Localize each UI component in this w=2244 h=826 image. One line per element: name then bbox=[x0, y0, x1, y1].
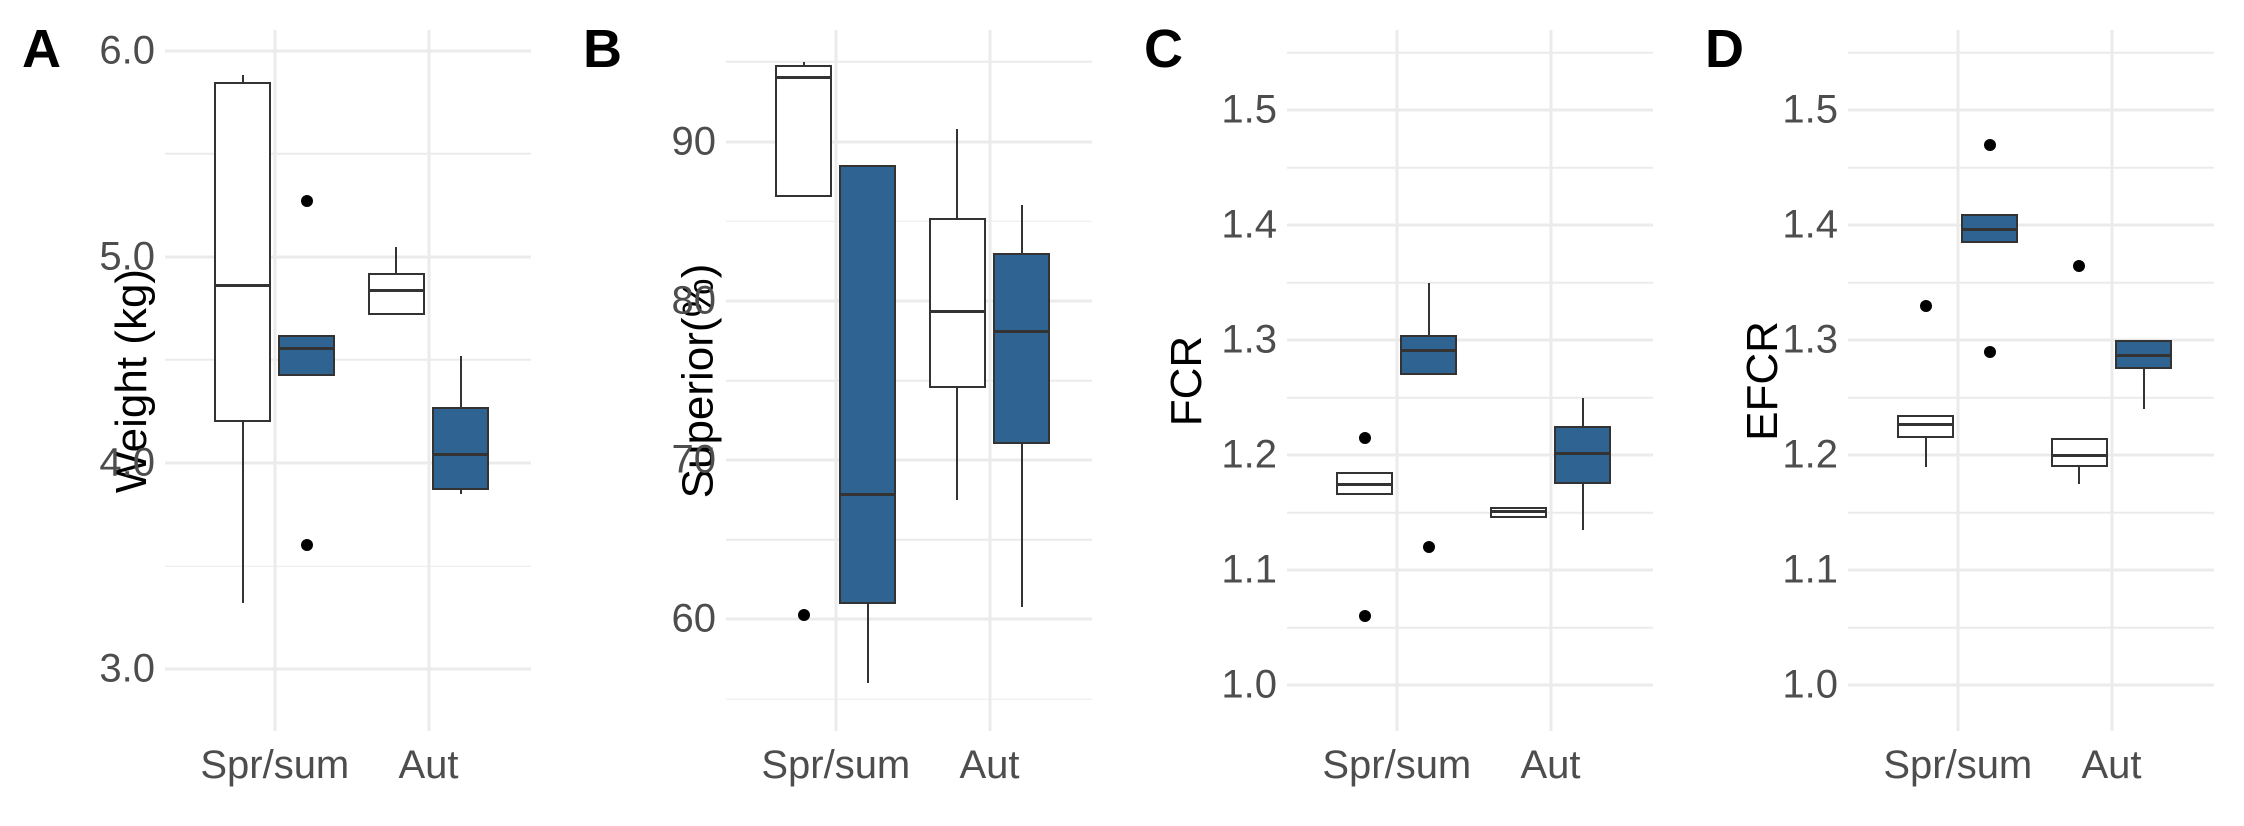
panel-C: C FCR 1.01.11.21.31.41.5Spr/sumAut bbox=[1122, 0, 1683, 826]
boxplot-outlier bbox=[1984, 346, 1996, 358]
axis-area: Superior(%) 60708090Spr/sumAut bbox=[651, 30, 1102, 731]
x-tick-label: Spr/sum bbox=[761, 743, 910, 788]
plot-region: 1.01.11.21.31.41.5Spr/sumAut bbox=[1287, 30, 1653, 731]
y-tick-label: 70 bbox=[672, 438, 717, 483]
boxplot-box bbox=[1490, 507, 1547, 518]
y-tick-label: 3.0 bbox=[99, 647, 155, 692]
boxplot-box bbox=[214, 82, 271, 422]
boxplot-box bbox=[2051, 438, 2108, 467]
y-tick-label: 1.5 bbox=[1221, 88, 1277, 133]
boxplot-box bbox=[432, 407, 489, 489]
boxplot-box bbox=[775, 65, 832, 197]
x-tick-label: Aut bbox=[398, 743, 458, 788]
boxplot-box bbox=[1400, 335, 1457, 375]
boxplot-outlier bbox=[1920, 300, 1932, 312]
axis-area: EFCR 1.01.11.21.31.41.5Spr/sumAut bbox=[1773, 30, 2224, 731]
y-tick-label: 1.4 bbox=[1782, 203, 1838, 248]
axis-area: Weight (kg) 3.04.05.06.0Spr/sumAut bbox=[90, 30, 541, 731]
x-tick-label: Aut bbox=[2081, 743, 2141, 788]
boxplot-outlier bbox=[1359, 610, 1371, 622]
boxplot-outlier bbox=[301, 195, 313, 207]
y-tick-label: 1.2 bbox=[1221, 433, 1277, 478]
y-tick-label: 1.2 bbox=[1782, 433, 1838, 478]
boxplot-box bbox=[1961, 214, 2018, 243]
y-axis-label: FCR bbox=[1162, 335, 1212, 425]
boxplot-outlier bbox=[1423, 541, 1435, 553]
y-tick-label: 1.1 bbox=[1221, 548, 1277, 593]
y-tick-label: 6.0 bbox=[99, 28, 155, 73]
plot-region: 1.01.11.21.31.41.5Spr/sumAut bbox=[1848, 30, 2214, 731]
boxplot-outlier bbox=[301, 539, 313, 551]
y-tick-label: 80 bbox=[672, 278, 717, 323]
y-tick-label: 1.0 bbox=[1782, 663, 1838, 708]
figure-root: A Weight (kg) 3.04.05.06.0Spr/sumAut B S… bbox=[0, 0, 2244, 826]
y-tick-label: 1.4 bbox=[1221, 203, 1277, 248]
y-tick-label: 1.3 bbox=[1782, 318, 1838, 363]
x-tick-label: Spr/sum bbox=[200, 743, 349, 788]
boxplot-box bbox=[278, 335, 335, 376]
y-tick-label: 5.0 bbox=[99, 234, 155, 279]
plot-region: 3.04.05.06.0Spr/sumAut bbox=[165, 30, 531, 731]
boxplot-box bbox=[1897, 415, 1954, 438]
panel-letter: D bbox=[1705, 18, 1744, 80]
boxplot-box bbox=[993, 253, 1050, 444]
y-tick-label: 4.0 bbox=[99, 440, 155, 485]
y-tick-label: 90 bbox=[672, 119, 717, 164]
y-tick-label: 1.1 bbox=[1782, 548, 1838, 593]
boxplot-box bbox=[2115, 340, 2172, 369]
panel-letter: C bbox=[1144, 18, 1183, 80]
y-axis-label: EFCR bbox=[1738, 321, 1788, 441]
boxplot-outlier bbox=[1359, 432, 1371, 444]
y-tick-label: 1.0 bbox=[1221, 663, 1277, 708]
boxplot-box bbox=[368, 273, 425, 314]
y-tick-label: 1.5 bbox=[1782, 88, 1838, 133]
x-tick-label: Spr/sum bbox=[1322, 743, 1471, 788]
axis-area: FCR 1.01.11.21.31.41.5Spr/sumAut bbox=[1212, 30, 1663, 731]
x-tick-label: Aut bbox=[1520, 743, 1580, 788]
boxplot-outlier bbox=[2073, 260, 2085, 272]
boxplot-box bbox=[1336, 472, 1393, 495]
boxplot-outlier bbox=[1984, 139, 1996, 151]
boxplot-box bbox=[1554, 426, 1611, 483]
panel-A: A Weight (kg) 3.04.05.06.0Spr/sumAut bbox=[0, 0, 561, 826]
plot-region: 60708090Spr/sumAut bbox=[726, 30, 1092, 731]
panel-D: D EFCR 1.01.11.21.31.41.5Spr/sumAut bbox=[1683, 0, 2244, 826]
panel-B: B Superior(%) 60708090Spr/sumAut bbox=[561, 0, 1122, 826]
y-tick-label: 1.3 bbox=[1221, 318, 1277, 363]
boxplot-box bbox=[929, 218, 986, 388]
boxplot-box bbox=[839, 165, 896, 603]
y-tick-label: 60 bbox=[672, 597, 717, 642]
panel-letter: A bbox=[22, 18, 61, 80]
panel-letter: B bbox=[583, 18, 622, 80]
x-tick-label: Spr/sum bbox=[1883, 743, 2032, 788]
x-tick-label: Aut bbox=[959, 743, 1019, 788]
boxplot-outlier bbox=[798, 609, 810, 621]
